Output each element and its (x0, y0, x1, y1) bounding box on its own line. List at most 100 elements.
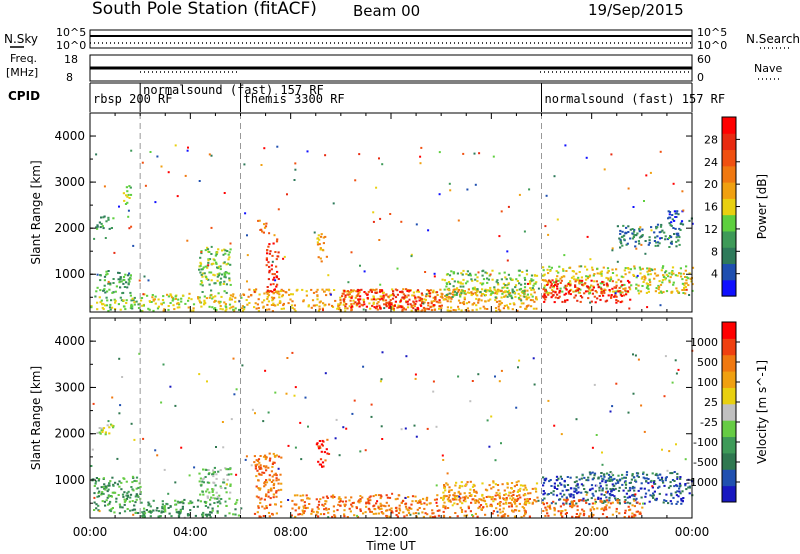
data-cell (212, 497, 215, 499)
data-cell (323, 290, 326, 293)
data-cell (124, 203, 128, 205)
data-cell (617, 278, 620, 281)
data-cell (152, 299, 155, 302)
data-cell (595, 280, 598, 283)
noise-cell (643, 200, 645, 202)
data-cell (547, 493, 550, 495)
data-cell (291, 507, 294, 510)
data-cell (627, 267, 630, 270)
noise-cell (527, 282, 529, 285)
data-cell (675, 245, 678, 248)
data-cell (310, 288, 313, 291)
data-cell (169, 293, 172, 296)
data-cell (387, 504, 390, 507)
data-cell (127, 282, 130, 285)
data-cell (123, 491, 126, 494)
data-cell (630, 478, 633, 481)
data-cell (629, 481, 632, 484)
data-cell (478, 298, 481, 301)
noise-cell (422, 302, 425, 305)
data-cell (413, 294, 416, 297)
data-cell (644, 276, 647, 279)
data-cell (649, 281, 652, 284)
data-cell (267, 294, 271, 297)
data-cell (649, 273, 652, 276)
data-cell (366, 497, 369, 500)
data-cell (579, 279, 582, 282)
data-cell (246, 303, 249, 306)
data-cell (566, 476, 569, 478)
data-cell (517, 497, 520, 500)
data-cell (542, 484, 545, 487)
data-cell (482, 506, 485, 509)
data-cell (576, 287, 579, 290)
data-cell (101, 306, 104, 309)
noise-cell (589, 301, 592, 304)
data-cell (315, 290, 318, 293)
data-cell (591, 487, 594, 490)
data-cell (617, 499, 620, 502)
noise-cell (327, 274, 330, 277)
data-cell (522, 507, 526, 510)
data-cell (109, 282, 112, 285)
data-cell (402, 307, 405, 310)
data-cell (564, 509, 567, 512)
data-cell (240, 296, 243, 299)
data-cell (176, 302, 179, 305)
data-cell (188, 292, 191, 295)
data-cell (506, 486, 509, 489)
data-cell (531, 299, 534, 302)
data-cell (117, 494, 120, 496)
data-cell (614, 482, 617, 485)
colorbar-swatch (722, 436, 736, 454)
data-cell (441, 296, 444, 299)
nsky-label: N.Sky (4, 32, 38, 46)
noise-cell (210, 154, 213, 157)
data-cell (447, 496, 450, 499)
data-cell (224, 467, 227, 470)
noise-cell (409, 513, 412, 516)
data-cell (501, 515, 504, 518)
noise-cell (130, 149, 133, 152)
data-cell (575, 480, 578, 483)
data-cell (459, 282, 462, 285)
data-cell (510, 487, 513, 490)
data-cell (428, 295, 432, 298)
noise-cell (684, 458, 687, 461)
data-cell (558, 295, 561, 298)
y-tick-label: 4000 (54, 129, 85, 143)
data-cell (633, 515, 636, 518)
noise-cell (566, 284, 569, 287)
data-cell (636, 232, 639, 235)
data-cell (459, 500, 462, 503)
data-cell (465, 302, 468, 305)
data-cell (677, 495, 680, 498)
data-cell (638, 236, 642, 239)
data-cell (616, 498, 619, 501)
data-cell (638, 242, 641, 245)
data-cell (226, 478, 229, 481)
data-cell (211, 507, 214, 510)
data-cell (280, 505, 283, 508)
data-cell (262, 231, 265, 234)
data-cell (268, 515, 271, 518)
colorbar-label: Power [dB] (755, 174, 769, 239)
data-cell (424, 512, 427, 515)
noise-cell (267, 411, 270, 414)
data-cell (412, 512, 415, 515)
data-cell (679, 476, 682, 478)
data-cell (97, 495, 101, 498)
data-cell (524, 503, 527, 506)
data-cell (219, 485, 222, 488)
data-cell (502, 507, 505, 510)
data-cell (661, 279, 664, 282)
data-cell (669, 276, 672, 279)
data-cell (591, 266, 594, 269)
data-cell (316, 243, 320, 246)
data-cell (157, 515, 160, 518)
data-cell (546, 281, 549, 284)
data-cell (460, 289, 463, 292)
data-cell (275, 477, 278, 480)
data-cell (99, 226, 102, 229)
data-cell (667, 502, 670, 505)
